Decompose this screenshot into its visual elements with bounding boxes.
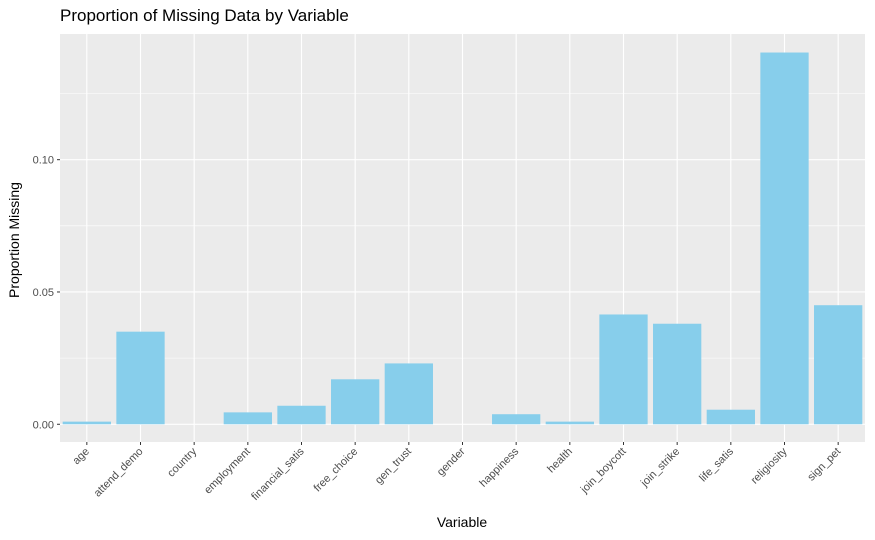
x-axis: age attend_demo country employmentfinancial… (70, 442, 843, 503)
bar-attend_demo (116, 331, 165, 425)
bar-free_choice (331, 379, 380, 425)
bar-health (545, 421, 594, 425)
bar-join_strike (653, 323, 702, 425)
x-tick-label: gender (435, 445, 468, 478)
x-tick-label: free_choice (312, 446, 361, 495)
bar-sign_pet (814, 305, 863, 425)
x-tick-label: health (545, 446, 575, 476)
y-tick-label: 0.00 (33, 419, 54, 431)
bar-religiosity (760, 52, 809, 425)
x-tick-label: religiosity (749, 445, 790, 486)
x-tick-label: attend_demo (92, 446, 146, 500)
x-tick-label: financial_satis (249, 445, 307, 503)
bar-happiness (492, 414, 541, 425)
x-tick-label: age (70, 446, 91, 467)
x-tick-label: employment (202, 446, 253, 497)
x-tick-label: sign_pet (805, 446, 843, 484)
bar-age (62, 421, 111, 425)
x-tick-label: gen_trust (373, 446, 414, 487)
x-axis-title: Variable (437, 514, 488, 530)
bar-financial_satis (277, 405, 326, 425)
bars (62, 52, 863, 425)
y-axis: 0.00 0.05 0.10 (33, 155, 60, 431)
x-tick-label: life_satis (697, 445, 736, 484)
x-tick-label: country (165, 445, 199, 479)
chart-title: Proportion of Missing Data by Variable (60, 6, 349, 25)
bar-join_boycott (599, 314, 648, 425)
y-tick-label: 0.05 (33, 287, 54, 299)
x-tick-label: happiness (477, 445, 521, 489)
x-tick-label: join_strike (638, 446, 682, 490)
bar-employment (223, 412, 272, 425)
y-tick-label: 0.10 (33, 155, 54, 167)
bar-life_satis (706, 409, 755, 425)
x-tick-label: join_boycott (578, 446, 629, 497)
y-axis-title: Proportion Missing (6, 182, 22, 298)
bar-gen_trust (384, 363, 433, 425)
